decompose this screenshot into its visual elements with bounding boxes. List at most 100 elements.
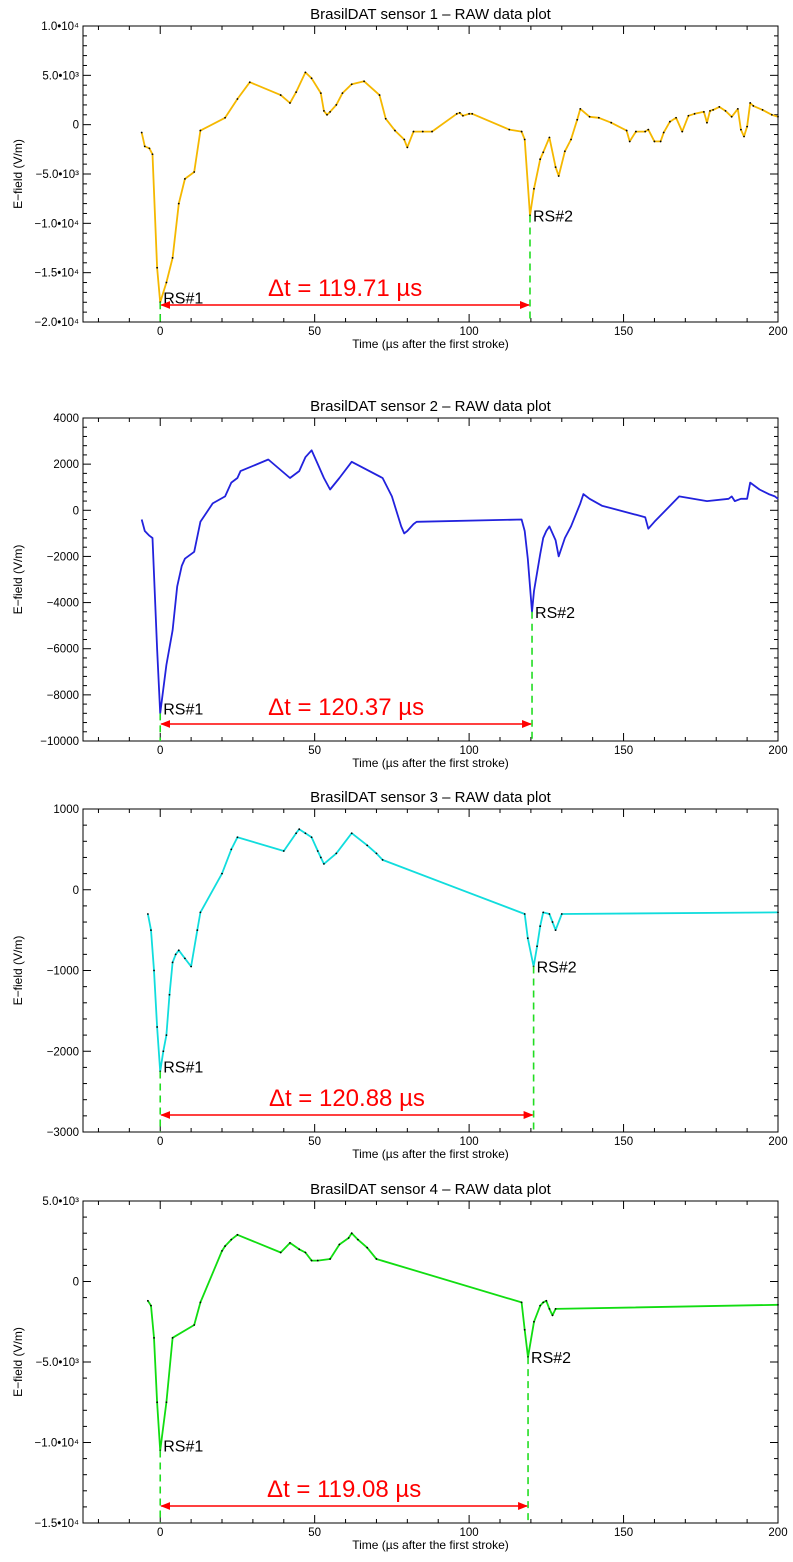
data-point — [539, 925, 542, 927]
data-point — [236, 1233, 239, 1236]
data-point — [193, 1324, 196, 1326]
data-point — [171, 1336, 174, 1339]
data-point — [570, 138, 572, 141]
data-point — [279, 94, 282, 96]
data-point — [156, 266, 159, 269]
y-tick-label: 1000 — [53, 804, 79, 816]
data-point — [533, 1320, 535, 1323]
data-point — [289, 102, 291, 104]
y-tick-label: −1000 — [47, 966, 79, 978]
data-point — [375, 852, 378, 855]
data-point — [508, 128, 511, 131]
y-tick-label: −3000 — [47, 1127, 79, 1139]
data-point — [335, 852, 338, 855]
data-point — [338, 1243, 341, 1246]
chart-panel-1: BrasilDAT sensor 1 – RAW data plot 0 50 100… — [11, 6, 788, 351]
data-point — [542, 1301, 545, 1304]
data-point — [712, 108, 715, 111]
data-point — [341, 92, 344, 94]
data-point — [304, 832, 307, 835]
data-point — [298, 1248, 301, 1251]
data-point — [316, 1259, 319, 1262]
data-point — [156, 1026, 159, 1028]
y-axis-label: E−field (V/m) — [11, 936, 25, 1006]
data-point — [746, 125, 749, 128]
chart-panel-4: BrasilDAT sensor 4 – RAW data plot 0 50 100… — [11, 1181, 788, 1552]
chart-title: BrasilDAT sensor 2 – RAW data plot — [310, 398, 551, 415]
data-point — [539, 1304, 542, 1307]
data-point — [304, 1251, 307, 1254]
data-point — [394, 129, 396, 132]
data-point — [687, 114, 690, 117]
data-point — [706, 121, 708, 124]
data-point — [143, 145, 146, 148]
data-point — [236, 836, 239, 839]
data-point — [403, 138, 406, 141]
plot-frame — [82, 808, 779, 1133]
y-tick-label: 0 — [73, 885, 79, 897]
x-tick-label: 200 — [768, 326, 787, 338]
data-point — [557, 175, 560, 177]
data-point — [468, 112, 471, 115]
data-point — [777, 911, 779, 914]
data-point — [520, 1301, 523, 1304]
data-point — [644, 130, 647, 133]
data-point — [319, 92, 322, 94]
x-tick-label: 50 — [308, 1136, 321, 1148]
y-tick-label: −1.5•10⁴ — [35, 268, 80, 280]
data-point — [199, 911, 202, 914]
data-point — [153, 1336, 155, 1339]
data-point — [171, 256, 174, 259]
x-tick-label: 100 — [460, 1527, 479, 1539]
data-point — [357, 1238, 359, 1241]
data-point — [724, 109, 727, 112]
data-point — [533, 187, 535, 190]
data-point — [548, 913, 551, 915]
data-point — [554, 1307, 557, 1310]
data-point — [156, 1401, 159, 1404]
data-point — [548, 136, 551, 139]
data-point — [563, 150, 566, 153]
y-tick-label: 0 — [73, 1277, 79, 1289]
data-point — [295, 832, 298, 835]
plot-frame — [82, 417, 779, 742]
series-line — [140, 449, 779, 715]
y-tick-label: 0 — [73, 505, 79, 517]
plot-frame — [82, 1200, 779, 1524]
data-point — [329, 110, 332, 113]
data-point — [749, 102, 752, 104]
data-point — [295, 91, 298, 94]
x-tick-label: 150 — [614, 1136, 633, 1148]
y-tick-label: −1.0•10⁴ — [35, 218, 80, 230]
y-tick-label: −1.0•10⁴ — [35, 1438, 80, 1450]
data-point — [431, 130, 433, 133]
data-point — [319, 856, 322, 859]
data-point — [740, 128, 742, 131]
data-point — [165, 281, 168, 284]
data-point — [323, 109, 325, 112]
x-tick-label: 100 — [460, 326, 479, 338]
data-point — [310, 1259, 313, 1262]
y-tick-label: 2000 — [53, 459, 79, 471]
data-point — [458, 111, 461, 114]
data-point — [718, 106, 721, 108]
data-point — [199, 1301, 202, 1304]
data-point — [545, 1299, 548, 1302]
data-point — [177, 202, 180, 205]
y-tick-label: −10000 — [40, 736, 79, 748]
data-point — [221, 872, 223, 875]
data-point — [248, 81, 251, 84]
data-point — [761, 108, 764, 111]
data-point — [542, 151, 545, 154]
rs2-label: RS#2 — [531, 1350, 571, 1367]
data-point — [230, 1238, 233, 1241]
data-point — [730, 115, 733, 118]
data-point — [375, 1258, 378, 1260]
x-tick-label: 150 — [614, 745, 633, 757]
data-point — [597, 116, 600, 119]
data-point — [378, 94, 381, 96]
data-point — [326, 113, 328, 116]
data-point — [150, 1304, 152, 1307]
data-point — [542, 911, 545, 914]
